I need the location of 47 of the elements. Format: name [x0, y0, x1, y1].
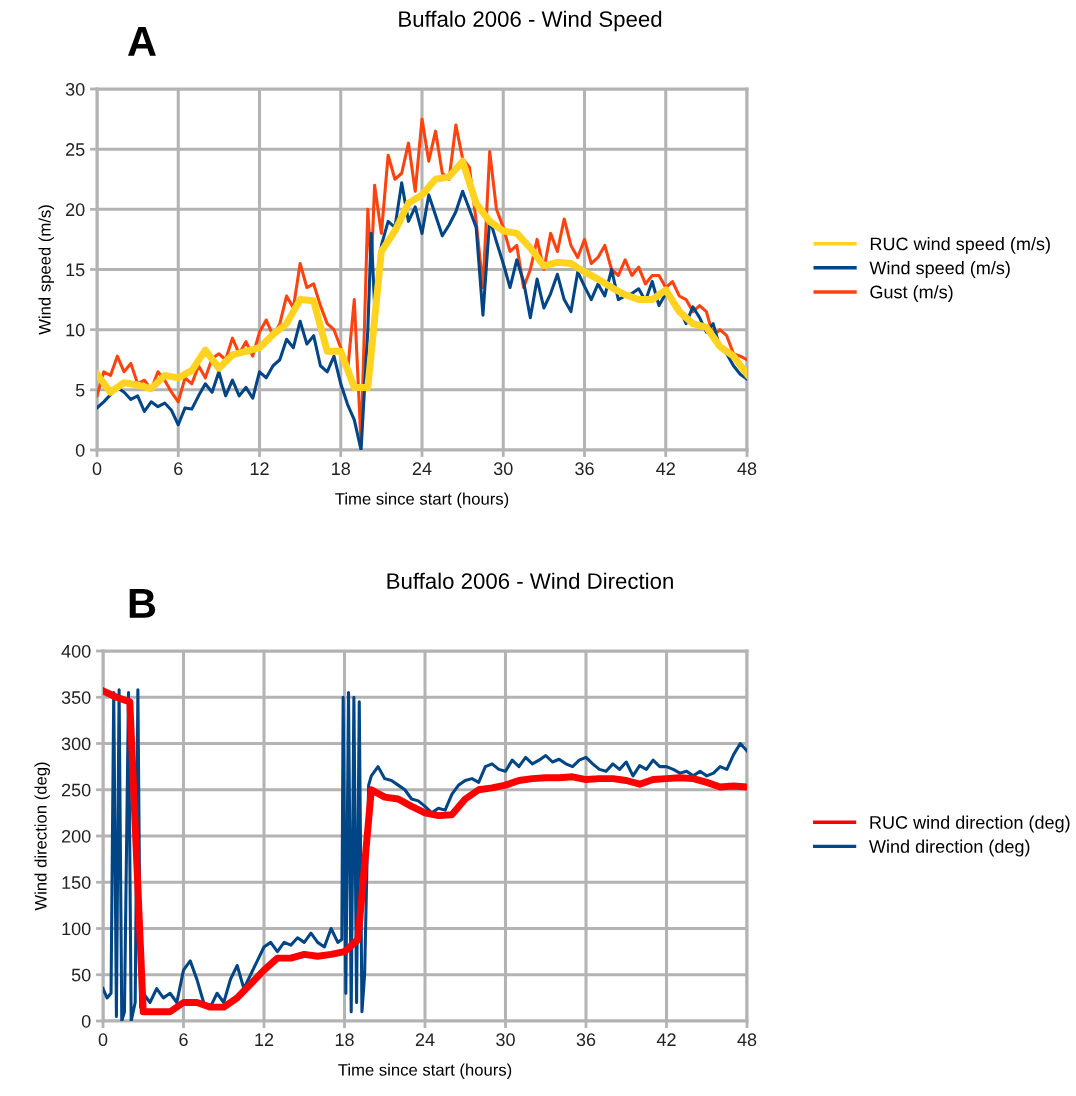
legend-label: Wind direction (deg) — [869, 839, 1030, 857]
text: A — [127, 27, 156, 56]
x-tick-label: 30 — [493, 462, 513, 476]
y-tick-label: 0 — [81, 1014, 91, 1028]
x-tick-label: 30 — [496, 1033, 515, 1047]
legend-label: RUC wind speed (m/s) — [870, 237, 1050, 254]
legend-label: Wind speed (m/s) — [869, 261, 1010, 278]
x-tick-label: 36 — [576, 1033, 596, 1047]
legend-label: Gust (m/s) — [870, 285, 953, 302]
x-tick-label: 12 — [250, 462, 269, 475]
x-tick-label: 24 — [412, 462, 432, 475]
y-tick-label: 50 — [71, 968, 91, 982]
chart-title: Buffalo 2006 - Wind Direction — [387, 572, 673, 589]
x-tick-label: 0 — [92, 462, 102, 476]
y-tick-label: 150 — [62, 876, 91, 889]
y-tick-label: 20 — [66, 203, 85, 217]
y-tick-label: 400 — [61, 644, 91, 658]
x-tick-label: 48 — [737, 462, 757, 476]
x-tick-label: 24 — [415, 1033, 435, 1046]
y-axis-title: Wind direction (deg) — [34, 762, 50, 911]
x-tick-label: 48 — [737, 1033, 757, 1047]
y-tick-label: 100 — [62, 922, 91, 936]
legend-label: RUC wind direction (deg) — [870, 815, 1070, 833]
y-tick-label: 30 — [65, 82, 85, 96]
y-tick-label: 15 — [66, 263, 85, 277]
x-tick-label: 18 — [332, 462, 351, 476]
text: B — [129, 589, 156, 618]
x-tick-label: 36 — [575, 462, 594, 476]
x-tick-label: 6 — [179, 1033, 188, 1047]
x-axis-title: Time since start (hours) — [338, 1063, 512, 1080]
y-axis-title: Wind speed (m/s) — [38, 205, 54, 335]
x-tick-label: 18 — [335, 1033, 354, 1047]
x-tick-label: 12 — [255, 1033, 274, 1046]
y-tick-label: 200 — [61, 829, 91, 843]
y-tick-label: 350 — [61, 691, 91, 704]
x-tick-label: 0 — [98, 1033, 108, 1047]
y-tick-label: 300 — [61, 737, 91, 751]
x-tick-label: 6 — [174, 462, 183, 476]
y-tick-label: 5 — [75, 383, 85, 397]
x-tick-label: 42 — [656, 1033, 676, 1046]
y-tick-label: 25 — [66, 143, 85, 156]
y-tick-label: 0 — [75, 443, 85, 457]
x-axis-title: Time since start (hours) — [335, 492, 509, 509]
y-tick-label: 10 — [66, 323, 85, 337]
x-tick-label: 42 — [656, 462, 675, 475]
chart-title: Buffalo 2006 - Wind Speed — [399, 10, 662, 32]
y-tick-label: 250 — [61, 783, 91, 797]
